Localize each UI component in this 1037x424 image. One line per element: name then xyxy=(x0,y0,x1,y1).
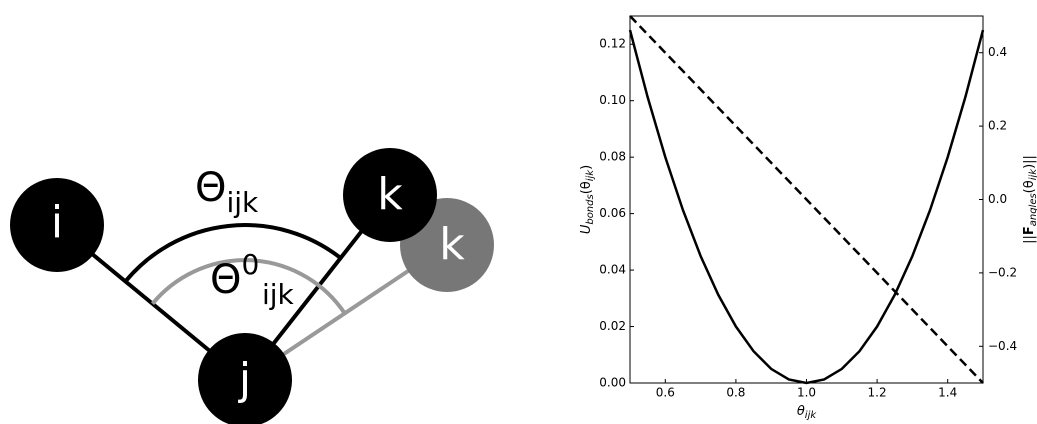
label-part: )|| xyxy=(1022,155,1037,169)
x-tick-label: 0.8 xyxy=(726,386,745,400)
symbol: Θ xyxy=(210,257,241,303)
label-part: ) xyxy=(579,165,594,170)
label-subscript: bonds xyxy=(585,194,596,224)
y-tick-label: 0.06 xyxy=(599,206,626,220)
y-tick-label: 0.00 xyxy=(599,376,626,390)
label-subscript: ijk xyxy=(805,410,818,421)
y2-tick-label: 0.0 xyxy=(988,192,1007,206)
y2-tick-label: 0.4 xyxy=(988,45,1007,59)
x-tick-label: 1.0 xyxy=(797,386,816,400)
label-subscript: ijk xyxy=(585,169,596,182)
label-part: U xyxy=(579,224,594,234)
y-tick-label: 0.08 xyxy=(599,150,626,164)
y-tick-label: 0.10 xyxy=(599,93,626,107)
series-line xyxy=(629,15,984,384)
label-part: θ xyxy=(797,404,805,419)
label-subscript: ijk xyxy=(1028,168,1037,181)
node-label: k xyxy=(439,219,465,270)
node-label: j xyxy=(238,354,251,405)
label-part: (θ xyxy=(579,181,594,194)
subscript: ijk xyxy=(262,278,295,311)
node-label: k xyxy=(377,169,403,220)
x-tick-label: 0.6 xyxy=(656,386,675,400)
y2-axis-label: ||Fangles(θijk)|| xyxy=(1022,155,1037,244)
label-part: (θ xyxy=(1022,180,1037,193)
angle-arc xyxy=(123,223,342,283)
y-tick-label: 0.02 xyxy=(599,319,626,333)
y-tick-label: 0.04 xyxy=(599,263,626,277)
rest-angle-arc xyxy=(150,258,347,315)
y2-tick-label: 0.2 xyxy=(988,119,1007,133)
chart: 0.6 0.8 1.0 1.2 1.4 0.00 0.02 0.04 0.06 0.08 0.10 0… xyxy=(579,15,1037,422)
x-tick-label: 1.4 xyxy=(938,386,957,400)
node-label: i xyxy=(51,197,63,248)
y2-tick-label: −0.2 xyxy=(988,265,1017,279)
angle-label: Θijk xyxy=(195,165,259,219)
label-part: || xyxy=(1022,235,1037,244)
node-i xyxy=(10,178,104,272)
y-tick-label: 0.12 xyxy=(599,37,626,51)
label-subscript: angles xyxy=(1028,193,1037,226)
node-j xyxy=(198,333,292,424)
plot-frame xyxy=(629,15,984,384)
label-part: F xyxy=(1022,226,1037,235)
y-axis-label: Ubonds(θijk) xyxy=(579,165,597,234)
superscript: 0 xyxy=(241,248,259,281)
node-k xyxy=(343,148,437,242)
angle-diagram: i j k k Θijk Θ0ijk xyxy=(10,148,494,424)
symbol: Θ xyxy=(195,165,226,211)
subscript: ijk xyxy=(226,186,259,219)
series-line xyxy=(628,29,985,385)
rest-angle-label: Θ0ijk xyxy=(210,248,295,311)
x-tick-label: 1.2 xyxy=(868,386,887,400)
y2-tick-label: −0.4 xyxy=(988,339,1017,353)
x-axis-label: θijk xyxy=(797,404,818,422)
